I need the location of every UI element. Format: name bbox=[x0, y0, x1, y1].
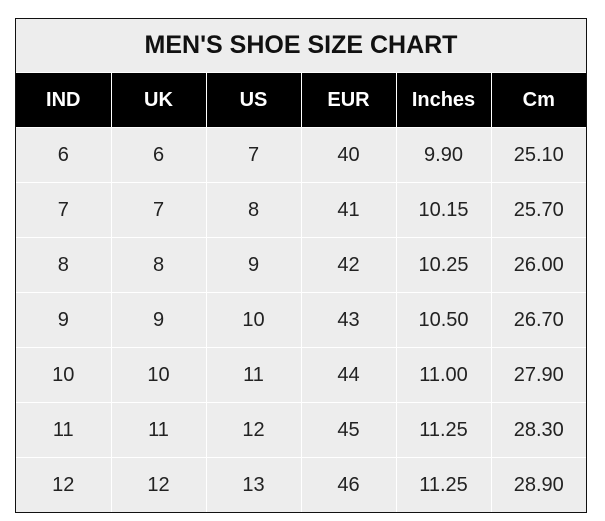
table-cell: 7 bbox=[205, 127, 302, 183]
table-cell: 8 bbox=[205, 182, 302, 238]
table-row: 7 7 8 41 10.15 25.70 bbox=[16, 182, 586, 238]
table-cell: 43 bbox=[300, 292, 397, 348]
table-cell: 8 bbox=[110, 237, 207, 293]
table-cell: 11 bbox=[110, 402, 207, 458]
table-cell: 26.00 bbox=[490, 237, 586, 293]
table-cell: 25.70 bbox=[490, 182, 586, 238]
table-cell: 10.15 bbox=[395, 182, 492, 238]
table-row: 12 12 13 46 11.25 28.90 bbox=[16, 457, 586, 512]
table-cell: 10.50 bbox=[395, 292, 492, 348]
table-cell: 7 bbox=[110, 182, 207, 238]
table-row: 10 10 11 44 11.00 27.90 bbox=[16, 347, 586, 403]
column-header: EUR bbox=[300, 73, 397, 128]
size-table: IND UK US EUR Inches Cm 6 6 7 40 9.90 25.10 7 7 8 41 10… bbox=[16, 73, 586, 512]
table-cell: 10 bbox=[205, 292, 302, 348]
table-row: 6 6 7 40 9.90 25.10 bbox=[16, 127, 586, 183]
size-chart-table: MEN'S SHOE SIZE CHART IND UK US EUR Inches Cm… bbox=[15, 18, 587, 513]
table-cell: 9 bbox=[110, 292, 207, 348]
column-header: Cm bbox=[490, 73, 586, 128]
table-cell: 7 bbox=[16, 182, 112, 238]
table-cell: 9.90 bbox=[395, 127, 492, 183]
table-cell: 41 bbox=[300, 182, 397, 238]
table-cell: 28.30 bbox=[490, 402, 586, 458]
table-cell: 13 bbox=[205, 457, 302, 512]
table-cell: 8 bbox=[16, 237, 112, 293]
table-cell: 27.90 bbox=[490, 347, 586, 403]
table-row: 9 9 10 43 10.50 26.70 bbox=[16, 292, 586, 348]
column-header: UK bbox=[110, 73, 207, 128]
table-cell: 25.10 bbox=[490, 127, 586, 183]
table-cell: 11.25 bbox=[395, 402, 492, 458]
table-cell: 45 bbox=[300, 402, 397, 458]
table-cell: 12 bbox=[205, 402, 302, 458]
table-cell: 9 bbox=[16, 292, 112, 348]
table-row: 8 8 9 42 10.25 26.00 bbox=[16, 237, 586, 293]
table-cell: 11.25 bbox=[395, 457, 492, 512]
table-cell: 11 bbox=[205, 347, 302, 403]
table-cell: 9 bbox=[205, 237, 302, 293]
table-cell: 42 bbox=[300, 237, 397, 293]
table-cell: 40 bbox=[300, 127, 397, 183]
table-cell: 10 bbox=[110, 347, 207, 403]
table-cell: 26.70 bbox=[490, 292, 586, 348]
table-row: 11 11 12 45 11.25 28.30 bbox=[16, 402, 586, 458]
table-cell: 6 bbox=[16, 127, 112, 183]
table-cell: 10.25 bbox=[395, 237, 492, 293]
table-cell: 11.00 bbox=[395, 347, 492, 403]
chart-title: MEN'S SHOE SIZE CHART bbox=[16, 19, 586, 73]
table-cell: 12 bbox=[16, 457, 112, 512]
column-header: Inches bbox=[395, 73, 492, 128]
table-cell: 6 bbox=[110, 127, 207, 183]
table-cell: 12 bbox=[110, 457, 207, 512]
table-cell: 28.90 bbox=[490, 457, 586, 512]
column-header: US bbox=[205, 73, 302, 128]
column-header: IND bbox=[16, 73, 112, 128]
table-cell: 10 bbox=[16, 347, 112, 403]
table-cell: 46 bbox=[300, 457, 397, 512]
table-cell: 11 bbox=[16, 402, 112, 458]
table-cell: 44 bbox=[300, 347, 397, 403]
header-row: IND UK US EUR Inches Cm bbox=[16, 73, 586, 128]
